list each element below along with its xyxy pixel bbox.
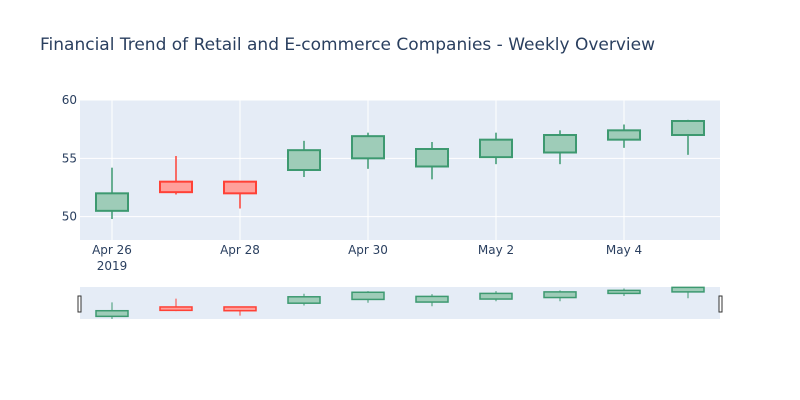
candle-body: [351, 135, 385, 160]
candle-body-mini: [415, 295, 449, 303]
x-tick-label: Apr 28: [220, 243, 260, 257]
candle-body: [607, 129, 641, 141]
candle-mini: [479, 291, 513, 302]
candle: [607, 124, 641, 148]
candle: [159, 156, 193, 195]
candle-body-mini: [159, 306, 193, 312]
range-slider-candles: [95, 286, 705, 319]
x-tick-label: May 4: [606, 243, 642, 257]
candle-mini: [607, 288, 641, 297]
y-axis-ticks: 50 55 60: [62, 93, 77, 224]
candle-mini: [223, 306, 257, 316]
y-tick-label: 50: [62, 210, 77, 224]
candle-body-mini: [607, 289, 641, 295]
range-slider-handle-right[interactable]: [718, 295, 723, 313]
candle-body-mini: [287, 296, 321, 304]
x-tick-sublabel: 2019: [97, 259, 128, 273]
candle-mini: [415, 294, 449, 307]
candle: [415, 142, 449, 180]
candle-mini: [287, 293, 321, 306]
range-slider-handle-left[interactable]: [77, 295, 82, 313]
candle-body: [415, 148, 449, 168]
chart-title: Financial Trend of Retail and E-commerce…: [40, 35, 655, 55]
candle-body: [95, 192, 129, 212]
x-tick-label: Apr 30: [348, 243, 388, 257]
x-tick-label: May 2: [478, 243, 514, 257]
candle-body: [671, 120, 705, 136]
candle: [479, 132, 513, 165]
candle: [351, 132, 385, 169]
range-slider[interactable]: [77, 286, 723, 319]
candle-body: [287, 149, 321, 172]
candle: [287, 140, 321, 177]
candle-body: [223, 180, 257, 195]
candle-body-mini: [479, 292, 513, 300]
candle-body-mini: [671, 286, 705, 293]
candle-body: [479, 138, 513, 159]
candle: [543, 130, 577, 165]
candle: [671, 119, 705, 155]
y-tick-label: 55: [62, 151, 77, 165]
candle-body-mini: [543, 291, 577, 299]
candles: [95, 119, 705, 219]
candle-body-mini: [223, 306, 257, 312]
candle-body-mini: [351, 291, 385, 301]
candle: [95, 167, 129, 219]
grid: [80, 99, 720, 240]
candle-mini: [351, 291, 385, 303]
candle-body-mini: [95, 309, 129, 318]
candle-body: [543, 134, 577, 154]
x-axis-ticks: Apr 26 2019 Apr 28 Apr 30 May 2 May 4: [92, 243, 642, 273]
candle-mini: [95, 302, 129, 319]
candle-mini: [671, 286, 705, 299]
x-tick-label: Apr 26: [92, 243, 132, 257]
candle-body: [159, 180, 193, 194]
y-tick-label: 60: [62, 93, 77, 107]
candle-mini: [159, 298, 193, 312]
candle: [223, 180, 257, 209]
candle-mini: [543, 290, 577, 302]
